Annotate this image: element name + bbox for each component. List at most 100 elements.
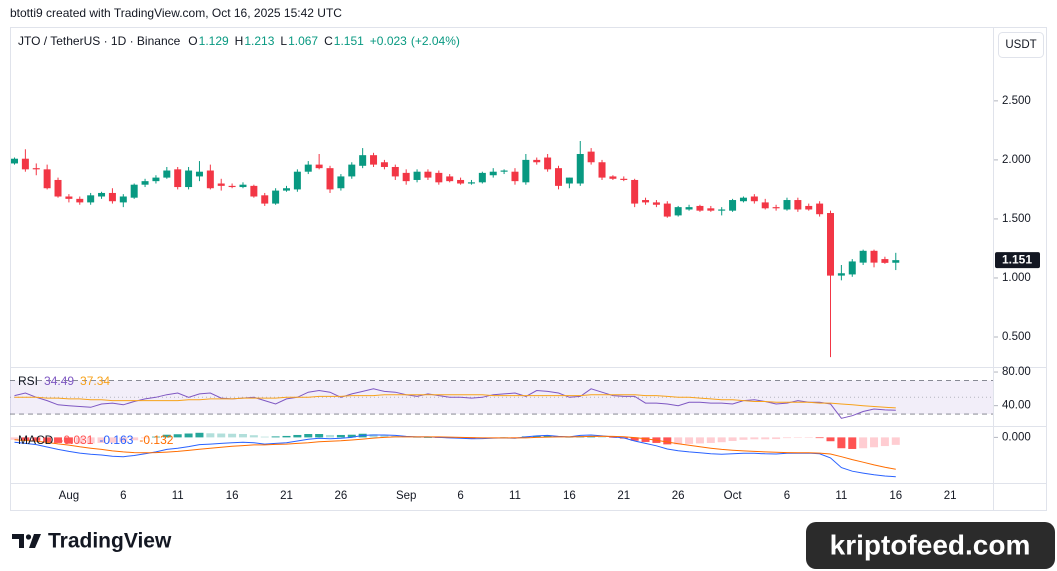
macd-histogram-bar [663, 437, 672, 445]
macd-histogram-bar [695, 437, 704, 444]
macd-histogram-bar [608, 437, 617, 438]
candle-body [391, 166, 399, 177]
macd-value: -0.163 [99, 433, 133, 447]
macd-histogram-bar [543, 435, 552, 438]
candle-body [337, 176, 345, 189]
candle-body [424, 171, 432, 178]
candle-body [620, 178, 628, 180]
candle-body [837, 273, 845, 276]
macd-histogram-bar [380, 434, 389, 438]
candle-body [217, 183, 225, 186]
macd-histogram-bar [804, 437, 813, 438]
macd-hist-value: -0.031 [59, 433, 93, 447]
macd-histogram-bar [315, 434, 324, 438]
candle-body [772, 207, 780, 209]
macd-histogram-bar [195, 432, 204, 438]
header: btotti9 created with TradingView.com, Oc… [10, 6, 342, 20]
y-tick-label: 1.000 [1002, 272, 1031, 284]
candle-body [870, 250, 878, 263]
macd-histogram-bar [75, 437, 84, 444]
last-price-box [995, 252, 1040, 269]
candle-body [750, 196, 758, 202]
x-tick-label: 11 [172, 490, 184, 502]
y-tick-label: 80.00 [1002, 366, 1031, 378]
macd-histogram-bar [97, 437, 106, 443]
macd-histogram-bar [347, 434, 356, 438]
currency-button[interactable] [998, 32, 1044, 58]
x-tick-label: 11 [835, 490, 847, 502]
candle-body [87, 195, 95, 203]
candle-body [185, 170, 193, 188]
macd-histogram-bar [815, 437, 824, 439]
macd-histogram-bar [249, 435, 258, 438]
candle-body [500, 170, 508, 172]
macd-histogram-bar [772, 437, 781, 440]
macd-histogram-bar [706, 437, 715, 443]
macd-histogram-bar [739, 437, 748, 440]
macd-histogram-bar [674, 437, 683, 445]
candle-body [163, 170, 171, 178]
candle-body [457, 179, 465, 184]
candle-body [141, 181, 149, 185]
rsi-value: 37.34 [80, 374, 110, 388]
watermark-box [806, 522, 1055, 569]
candle-body [642, 200, 650, 203]
candle-body [696, 205, 704, 211]
candle-body [370, 155, 378, 165]
x-tick-label: 6 [120, 490, 126, 502]
macd-histogram-bar [761, 437, 770, 440]
macd-histogram-bar [837, 437, 846, 449]
candle-body [359, 155, 367, 166]
x-tick-label: 21 [944, 490, 957, 502]
candle-body [467, 182, 475, 184]
candle-body [674, 207, 682, 216]
rsi-line [14, 388, 896, 419]
ohlc-value: 1.067 [288, 34, 318, 48]
y-tick-label: 2.000 [1002, 154, 1031, 166]
candle-body [272, 190, 280, 204]
candle-body [827, 213, 834, 276]
x-tick-label: 21 [280, 490, 293, 502]
candle-body [206, 170, 214, 189]
candle-body [152, 177, 160, 182]
candle-body [11, 158, 18, 164]
macd-histogram-bar [598, 437, 607, 438]
change: +0.023 [370, 34, 407, 48]
currency[interactable]: USDT [1005, 39, 1036, 51]
macd-value: -0.132 [139, 433, 173, 447]
macd-histogram-bar [565, 437, 574, 438]
macd-histogram-bar [880, 437, 889, 447]
candle-body [446, 176, 454, 182]
candle-body [174, 169, 182, 188]
candle-body [859, 250, 867, 263]
macd-histogram-bar [870, 437, 879, 448]
candle-body [794, 200, 802, 210]
macd-histogram-bar [282, 435, 291, 438]
last-price: 1.151 [1002, 252, 1032, 266]
rsi-band [10, 380, 993, 415]
candle-body [65, 196, 73, 199]
y-tick-label: 0.000 [1002, 431, 1031, 443]
macd-histogram-bar [130, 437, 139, 441]
candle-body [718, 209, 726, 211]
candle-body [326, 168, 334, 190]
macd-histogram-bar [43, 437, 52, 442]
macd-title: MACD [18, 433, 54, 447]
macd-histogram-bar [119, 437, 128, 443]
candle-body [555, 168, 562, 186]
macd-histogram-bar [891, 437, 900, 445]
macd-histogram-bar [630, 437, 639, 441]
candle-body [21, 158, 29, 170]
x-tick-label: Aug [59, 490, 79, 502]
branding: TradingView [48, 530, 172, 553]
candle-body [511, 171, 519, 182]
macd-histogram-bar [826, 437, 835, 442]
candle-body [816, 203, 824, 215]
candle-body [98, 192, 106, 197]
y-tick-label: 0.500 [1002, 331, 1031, 343]
rsi-value: 34.49 [44, 374, 74, 388]
candle-body [261, 195, 269, 204]
macd-histogram-bar [260, 436, 269, 438]
